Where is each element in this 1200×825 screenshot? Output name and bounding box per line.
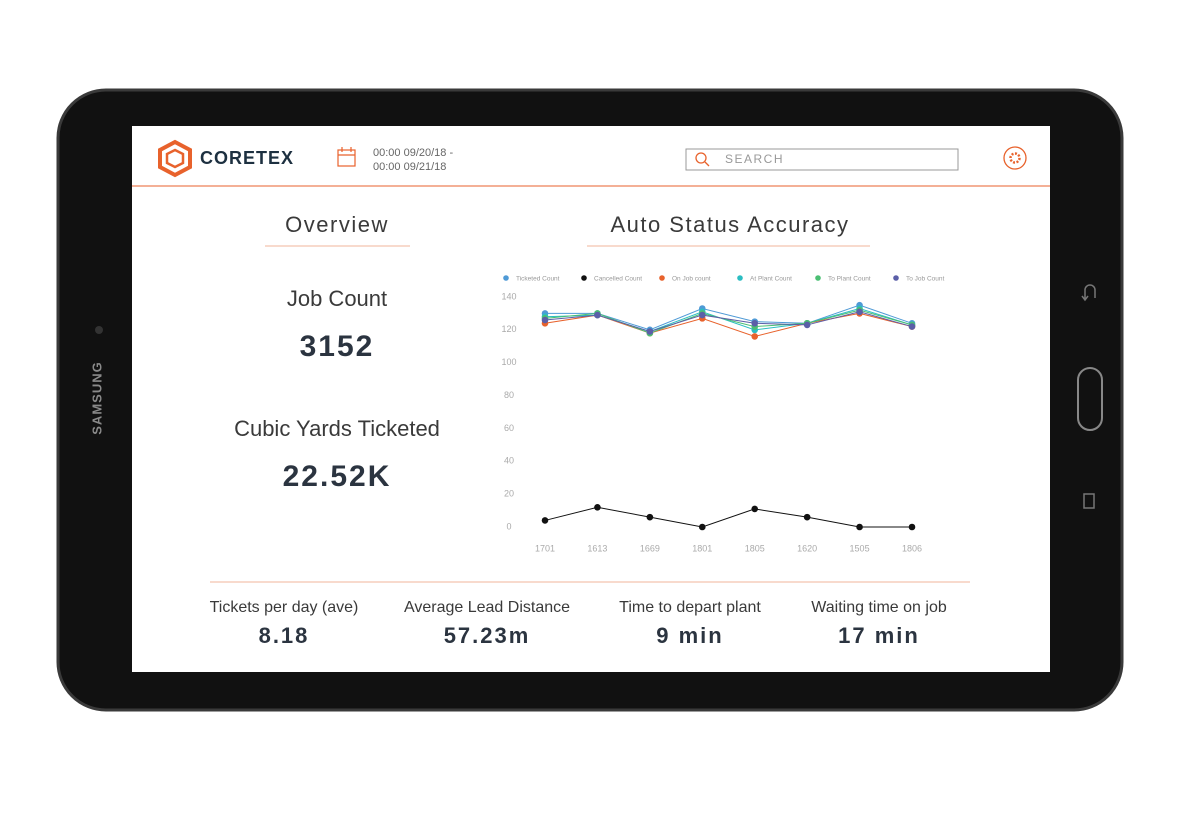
- y-tick-label: 100: [501, 357, 516, 367]
- logo-text: CORETEX: [200, 148, 294, 168]
- legend-marker: [659, 275, 665, 281]
- data-point: [646, 328, 654, 335]
- y-tick-label: 80: [504, 390, 514, 400]
- data-point: [698, 311, 706, 319]
- series-line: [544, 309, 913, 334]
- data-point: [541, 316, 549, 324]
- metric-label: Cubic Yards Ticketed: [234, 416, 440, 441]
- stat-value: 9 min: [656, 623, 723, 648]
- data-point: [594, 503, 601, 511]
- x-tick-label: 1613: [587, 543, 607, 553]
- line-chart: 0 20 40 60 80 100 120 140 1701 1613 1669 1801 1805 16…: [501, 275, 944, 553]
- camera: [95, 326, 103, 334]
- legend-label: To Job Count: [906, 276, 944, 283]
- y-tick-label: 0: [506, 521, 511, 531]
- data-point: [856, 308, 863, 316]
- data-point: [646, 513, 654, 521]
- data-point: [908, 523, 916, 531]
- stat-label: Waiting time on job: [811, 599, 947, 616]
- stat-value: 57.23m: [444, 623, 531, 648]
- metric-value: 3152: [300, 330, 375, 363]
- y-tick-label: 140: [501, 291, 516, 301]
- legend-label: Cancelled Count: [594, 276, 642, 283]
- data-point: [594, 311, 601, 319]
- y-tick-label: 120: [501, 324, 516, 334]
- search-box[interactable]: [685, 148, 959, 171]
- search-icon: [695, 152, 707, 164]
- search-icon-handle: [704, 161, 710, 167]
- legend-marker: [503, 275, 509, 281]
- settings-gear: [1009, 152, 1021, 164]
- y-tick-label: 60: [504, 423, 514, 433]
- stat-label: Tickets per day (ave): [210, 599, 359, 616]
- legend-marker: [581, 275, 587, 281]
- home-button[interactable]: [1077, 367, 1103, 431]
- legend-label: At Plant Count: [750, 276, 792, 283]
- series-line: [544, 311, 913, 333]
- x-tick-label: 1701: [535, 543, 555, 553]
- x-tick-label: 1805: [745, 543, 765, 553]
- logo-icon: [158, 139, 192, 178]
- settings-button[interactable]: [1003, 146, 1027, 170]
- stat-label: Time to depart plant: [619, 599, 761, 616]
- x-tick-label: 1669: [640, 543, 660, 553]
- stats-row: Tickets per day (ave) 8.18 Average Lead Di…: [210, 599, 947, 648]
- recents-button[interactable]: [1083, 493, 1095, 509]
- data-point: [698, 523, 706, 531]
- data-point: [803, 513, 811, 521]
- x-tick-label: 1505: [850, 543, 870, 553]
- section-title: Overview: [285, 212, 389, 237]
- brand: SAMSUNG: [89, 361, 104, 434]
- section-title: Auto Status Accuracy: [610, 212, 849, 237]
- data-point: [803, 321, 811, 329]
- metric-label: Job Count: [287, 286, 387, 311]
- calendar-icon[interactable]: [337, 147, 356, 167]
- legend-marker: [737, 275, 743, 281]
- data-point: [541, 517, 549, 524]
- data-point: [908, 323, 916, 330]
- data-point: [856, 523, 863, 531]
- date-to: 00:00 09/21/18: [373, 161, 446, 173]
- y-tick-label: 40: [504, 456, 514, 466]
- data-point: [751, 505, 759, 513]
- x-tick-label: 1620: [797, 543, 817, 553]
- legend-label: To Plant Count: [828, 276, 871, 283]
- back-button[interactable]: [1081, 284, 1096, 302]
- stat-value: 17 min: [838, 623, 920, 648]
- legend-marker: [815, 275, 821, 281]
- metric-value: 22.52K: [283, 460, 392, 493]
- x-tick-label: 1806: [902, 543, 922, 553]
- series-line: [544, 506, 912, 528]
- y-tick-label: 20: [504, 489, 514, 499]
- series-line: [545, 304, 913, 331]
- date-from: 00:00 09/20/18 -: [373, 147, 453, 159]
- data-point: [751, 319, 759, 327]
- legend-label: On Job count: [672, 276, 711, 283]
- stat-label: Average Lead Distance: [404, 599, 570, 616]
- legend-marker: [893, 275, 899, 281]
- screen: [132, 126, 1050, 672]
- legend-label: Ticketed Count: [516, 276, 560, 283]
- x-tick-label: 1801: [692, 543, 712, 553]
- data-point: [751, 333, 759, 340]
- stat-value: 8.18: [259, 623, 310, 648]
- logo-icon-inner: [165, 148, 185, 169]
- search-placeholder: SEARCH: [725, 152, 784, 166]
